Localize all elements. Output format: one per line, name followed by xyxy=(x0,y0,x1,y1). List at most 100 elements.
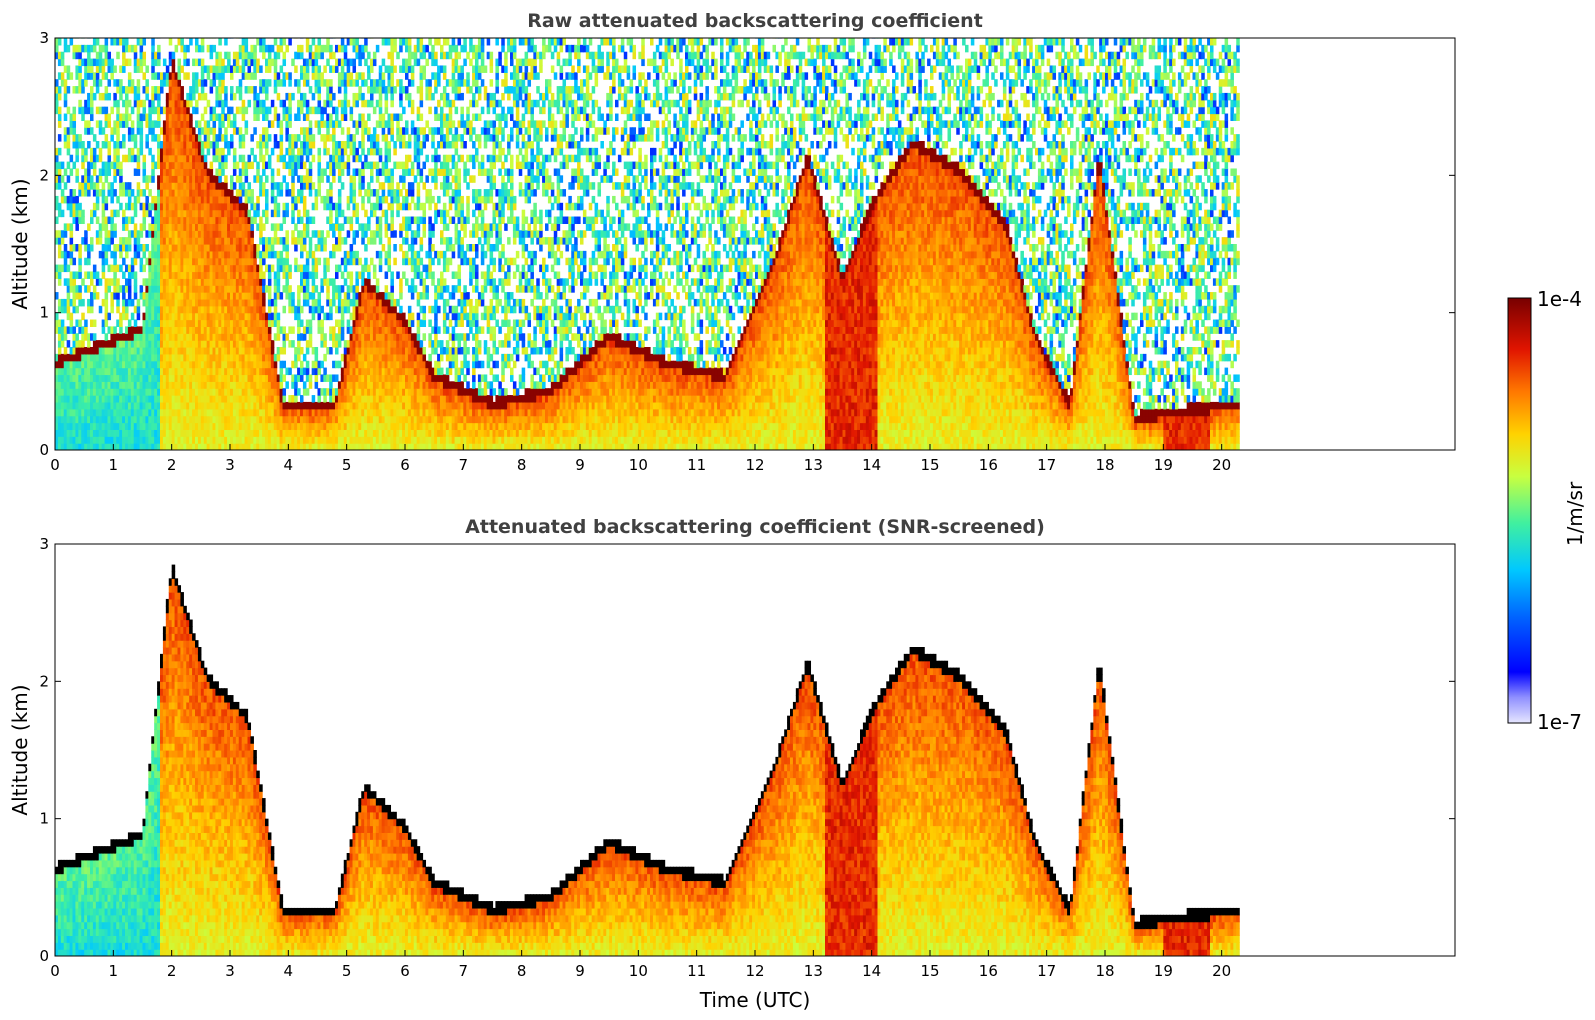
heatmap-cell xyxy=(305,340,310,348)
heatmap-cell xyxy=(206,298,211,307)
heatmap-cell xyxy=(212,65,217,73)
heatmap-cell xyxy=(232,209,237,218)
heatmap-cell xyxy=(305,175,310,183)
heatmap-cell xyxy=(230,360,234,369)
heatmap-cell xyxy=(133,168,138,176)
heatmap-cell xyxy=(267,367,272,376)
heatmap-cell xyxy=(241,250,246,259)
heatmap-cell xyxy=(133,154,138,163)
heatmap-cell xyxy=(224,65,228,73)
heatmap-cell xyxy=(189,134,193,142)
heatmap-cell xyxy=(171,257,176,266)
heatmap-cell xyxy=(294,312,298,321)
heatmap-cell xyxy=(314,244,319,252)
heatmap-cell xyxy=(215,58,219,67)
heatmap-cell xyxy=(235,216,240,224)
heatmap-cell xyxy=(162,58,167,67)
heatmap-cell xyxy=(197,257,202,266)
heatmap-cell xyxy=(273,278,278,286)
heatmap-cell xyxy=(165,374,170,382)
heatmap-cell xyxy=(361,168,365,176)
heatmap-cell xyxy=(320,340,324,348)
heatmap-cell xyxy=(215,209,219,218)
heatmap-cell xyxy=(69,353,74,362)
heatmap-cell xyxy=(110,189,114,197)
heatmap-cell xyxy=(122,415,126,424)
heatmap-cell xyxy=(127,58,132,67)
heatmap-cell xyxy=(160,374,164,382)
heatmap-cell xyxy=(375,161,380,170)
heatmap-cell xyxy=(265,44,269,53)
heatmap-cell xyxy=(183,58,187,67)
heatmap-cell xyxy=(323,237,327,245)
heatmap-cell xyxy=(282,395,287,403)
heatmap-cell xyxy=(157,381,161,389)
heatmap-cell xyxy=(104,278,109,286)
heatmap-cell xyxy=(238,305,243,314)
heatmap-cell xyxy=(340,319,345,327)
heatmap-cell xyxy=(151,388,155,396)
heatmap-cell xyxy=(110,278,114,286)
heatmap-cell xyxy=(160,106,164,115)
heatmap-cell xyxy=(297,415,301,424)
heatmap-cell xyxy=(300,195,304,204)
heatmap-cell xyxy=(320,113,324,121)
heatmap-cell xyxy=(104,319,109,327)
heatmap-cell xyxy=(209,161,214,170)
heatmap-cell xyxy=(183,360,187,369)
heatmap-cell xyxy=(60,422,65,430)
heatmap-cell xyxy=(215,415,219,424)
heatmap-cell xyxy=(270,209,275,218)
heatmap-cell xyxy=(332,401,336,410)
heatmap-cell xyxy=(314,264,319,273)
heatmap-cell xyxy=(154,312,158,321)
heatmap-cell xyxy=(110,347,114,355)
heatmap-cell xyxy=(168,154,173,163)
heatmap-cell xyxy=(189,422,193,430)
heatmap-cell xyxy=(192,353,196,362)
heatmap-cell xyxy=(300,305,304,314)
heatmap-cell xyxy=(101,381,106,389)
heatmap-cell xyxy=(323,44,327,53)
heatmap-cell xyxy=(227,347,231,355)
heatmap-cell xyxy=(55,360,59,369)
heatmap-cell xyxy=(180,154,184,163)
heatmap-cell xyxy=(197,319,202,327)
heatmap-cell xyxy=(282,72,287,80)
heatmap-cell xyxy=(291,175,295,183)
heatmap-cell xyxy=(314,58,319,67)
heatmap-cell xyxy=(98,44,103,53)
heatmap-cell xyxy=(361,134,365,142)
heatmap-cell xyxy=(107,381,112,389)
heatmap-cell xyxy=(160,312,164,321)
heatmap-cell xyxy=(165,92,170,101)
heatmap-cell xyxy=(165,305,170,314)
heatmap-cell xyxy=(297,264,301,273)
heatmap-cell xyxy=(273,367,278,376)
heatmap-cell xyxy=(218,120,222,128)
heatmap-cell xyxy=(122,257,126,266)
heatmap-cell xyxy=(247,333,252,341)
heatmap-cell xyxy=(98,154,103,163)
heatmap-cell xyxy=(177,99,182,108)
heatmap-cell xyxy=(162,134,167,142)
heatmap-cell xyxy=(221,244,225,252)
heatmap-cell xyxy=(227,209,231,218)
heatmap-cell xyxy=(95,141,100,149)
heatmap-cell xyxy=(125,223,129,231)
heatmap-cell xyxy=(148,312,152,321)
heatmap-cell xyxy=(212,106,217,115)
heatmap-cell xyxy=(125,443,129,450)
heatmap-cell xyxy=(267,285,272,293)
heatmap-cell xyxy=(154,367,158,376)
heatmap-cell xyxy=(95,79,100,87)
heatmap-cell xyxy=(60,443,65,450)
heatmap-cell xyxy=(337,388,342,396)
heatmap-cell xyxy=(151,223,155,231)
heatmap-cell xyxy=(180,106,184,115)
heatmap-cell xyxy=(305,285,310,293)
heatmap-cell xyxy=(154,326,158,334)
heatmap-cell xyxy=(200,195,205,204)
heatmap-cell xyxy=(116,292,120,300)
heatmap-cell xyxy=(66,38,71,39)
